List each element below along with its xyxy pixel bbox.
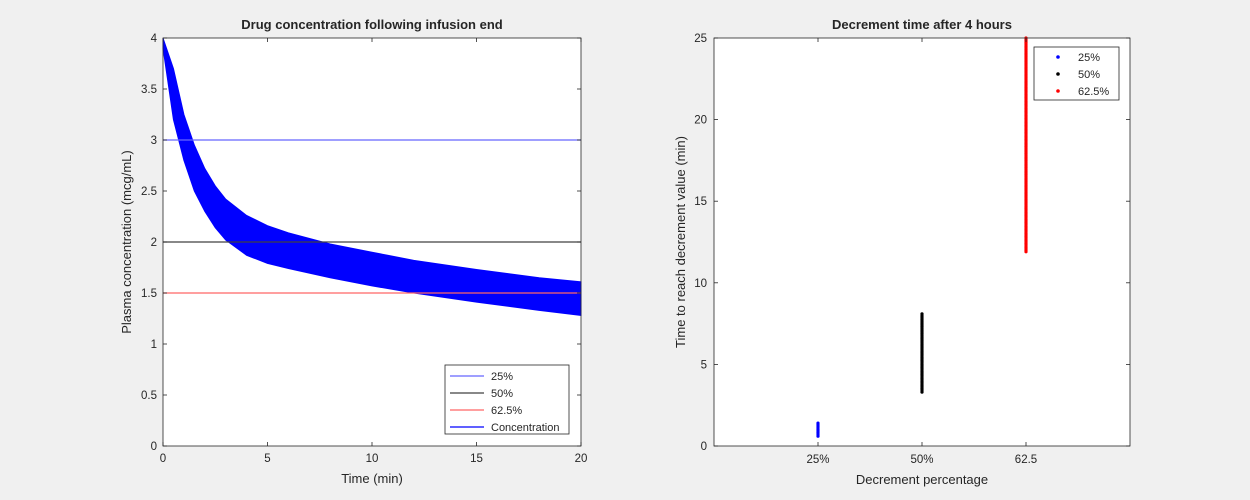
y-tick-label: 15 — [694, 196, 707, 208]
x-ticks-group: 25% 50% 62.5 — [806, 38, 1037, 466]
y-tick-label: 2.5 — [141, 186, 157, 198]
x-tick-label: 0 — [160, 453, 166, 465]
y-tick-label: 0 — [701, 441, 707, 453]
x-axis-label: Decrement percentage — [856, 472, 988, 487]
legend-box — [1033, 46, 1120, 101]
legend-label: 25% — [1078, 52, 1100, 64]
legend-marker — [1056, 89, 1060, 93]
x-axis-label: Time (min) — [341, 471, 403, 486]
scatter-point — [920, 312, 924, 316]
concentration-chart: 0 5 10 15 20 0 0.5 1 1.5 2 2.5 3 3.5 4 Drug concentr… — [119, 17, 587, 486]
y-tick-label: 0 — [151, 441, 157, 453]
y-tick-label: 20 — [694, 115, 707, 127]
x-tick-label: 15 — [470, 453, 483, 465]
x-tick-label: 20 — [575, 453, 588, 465]
legend-marker — [1056, 72, 1060, 76]
y-tick-label: 5 — [701, 359, 707, 371]
legend-label: 50% — [1078, 69, 1100, 81]
x-tick-label: 62.5 — [1015, 454, 1037, 466]
scatter-point — [816, 421, 820, 425]
y-tick-label: 10 — [694, 278, 707, 290]
x-tick-label: 25% — [806, 454, 829, 466]
legend-label: 62.5% — [1078, 86, 1109, 98]
legend[interactable]: 25% 50% 62.5% — [1033, 46, 1120, 101]
y-tick-label: 25 — [694, 33, 707, 45]
legend-label: 50% — [491, 388, 513, 400]
y-axis-label: Plasma concentration (mcg/mL) — [119, 150, 134, 334]
x-tick-label: 10 — [366, 453, 379, 465]
legend[interactable]: 25% 50% 62.5% Concentration — [444, 364, 570, 435]
x-tick-label: 50% — [910, 454, 933, 466]
chart-title: Decrement time after 4 hours — [832, 17, 1012, 32]
decrement-chart: 25% 50% 62.5 0 5 10 15 20 25 Decrement time aft… — [673, 17, 1131, 487]
y-tick-label: 3.5 — [141, 84, 157, 96]
y-axis-label: Time to reach decrement value (min) — [673, 136, 688, 348]
chart-title: Drug concentration following infusion en… — [241, 17, 502, 32]
y-tick-label: 1.5 — [141, 288, 157, 300]
x-ticks-group: 0 5 10 15 20 — [160, 38, 588, 465]
scatter-points-group — [816, 36, 1028, 438]
legend-marker — [1056, 55, 1060, 59]
legend-label: 62.5% — [491, 405, 522, 417]
legend-label: 25% — [491, 371, 513, 383]
y-tick-label: 1 — [151, 339, 157, 351]
y-tick-label: 2 — [151, 237, 157, 249]
y-tick-label: 3 — [151, 135, 157, 147]
legend-label: Concentration — [491, 422, 560, 434]
y-tick-label: 0.5 — [141, 390, 157, 402]
y-tick-label: 4 — [151, 33, 158, 45]
y-ticks-group: 0 5 10 15 20 25 — [694, 33, 1130, 453]
y-ticks-group: 0 0.5 1 1.5 2 2.5 3 3.5 4 — [141, 33, 581, 453]
threshold-lines-group — [163, 139, 581, 294]
x-tick-label: 5 — [264, 453, 270, 465]
